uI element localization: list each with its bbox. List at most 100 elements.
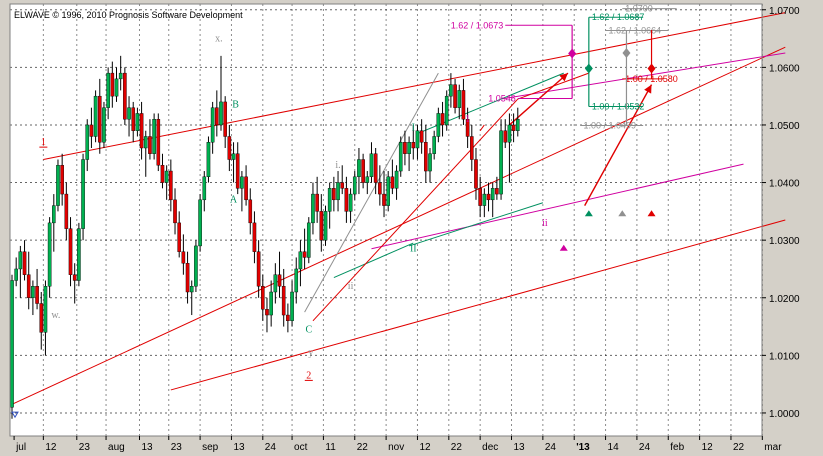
candle-body bbox=[185, 263, 190, 293]
candle-body bbox=[148, 136, 152, 154]
candle-body bbox=[47, 222, 52, 287]
candle-body bbox=[52, 205, 56, 224]
candle-body bbox=[31, 286, 35, 298]
candle-body bbox=[336, 182, 340, 201]
projection-arrow bbox=[508, 72, 569, 126]
x-tick-label: 12 bbox=[419, 442, 431, 453]
triangle-marker bbox=[559, 244, 568, 251]
candle-body bbox=[173, 199, 177, 224]
candle-body bbox=[156, 118, 161, 166]
candle-body bbox=[164, 170, 169, 183]
candle-body bbox=[495, 188, 499, 195]
candle-body bbox=[290, 291, 294, 321]
candle-body bbox=[169, 170, 173, 201]
trendline bbox=[170, 219, 786, 391]
candle-body bbox=[449, 84, 453, 97]
candle-body bbox=[394, 170, 399, 189]
candle-body bbox=[294, 268, 299, 293]
candle-body bbox=[131, 107, 136, 131]
candle-body bbox=[106, 72, 110, 108]
candle-body bbox=[428, 153, 432, 172]
candle-body bbox=[64, 193, 69, 229]
candle-body bbox=[22, 251, 27, 275]
candle-body bbox=[18, 251, 23, 270]
target-diamond bbox=[622, 47, 631, 58]
projection-arrow bbox=[584, 84, 653, 206]
candle-body bbox=[160, 165, 165, 183]
arrow-head bbox=[559, 73, 568, 82]
candle-body bbox=[244, 176, 248, 201]
candle-body bbox=[77, 228, 81, 281]
candle-body bbox=[457, 90, 462, 108]
candle-body bbox=[81, 159, 85, 229]
trendline bbox=[333, 242, 414, 279]
candle-body bbox=[269, 291, 273, 316]
candle-body bbox=[332, 188, 336, 201]
candle-body bbox=[403, 142, 407, 154]
wave-label: i. bbox=[335, 160, 340, 171]
trendline bbox=[479, 124, 485, 132]
y-tick-label: 1.0300 bbox=[769, 236, 800, 247]
wave-label: I bbox=[412, 123, 415, 134]
fib-level-label: 1.62 / 1.0664 bbox=[609, 25, 662, 35]
target-diamond bbox=[568, 48, 577, 59]
trendline bbox=[500, 52, 786, 100]
candle-body bbox=[419, 130, 424, 143]
candle-body bbox=[202, 176, 207, 201]
x-tick-label: 12 bbox=[45, 442, 57, 453]
y-tick-label: 1.0700 bbox=[769, 6, 800, 17]
y-tick-label: 1.0000 bbox=[769, 409, 800, 420]
candle-body bbox=[110, 72, 115, 97]
x-tick-label: aug bbox=[108, 442, 125, 453]
candle-body bbox=[323, 211, 328, 241]
candle-body bbox=[240, 176, 244, 189]
x-tick-label: 24 bbox=[639, 442, 651, 453]
candle-body bbox=[277, 274, 282, 287]
candle-body bbox=[315, 193, 319, 212]
candle-body bbox=[298, 251, 303, 270]
fib-level-label: 1.0700 bbox=[625, 4, 653, 14]
candle-body bbox=[85, 124, 90, 160]
trendline bbox=[43, 12, 786, 161]
wave-label: y bbox=[308, 347, 313, 358]
candle-body bbox=[482, 193, 487, 206]
fib-projections: 1.62 / 1.0673 1.0546 1.62 / 1.0687 1.00 / 1… bbox=[451, 4, 678, 131]
candle-body bbox=[231, 153, 236, 160]
x-tick-label: jul bbox=[15, 442, 26, 453]
candle-body bbox=[127, 107, 131, 120]
candle-body bbox=[139, 113, 144, 149]
candle-body bbox=[486, 193, 491, 201]
x-tick-label: sep bbox=[202, 442, 219, 453]
candle-body bbox=[35, 286, 39, 304]
candle-body bbox=[102, 107, 106, 143]
target-diamond bbox=[647, 63, 656, 74]
fib-level-label: 1.00 / 1.0499 bbox=[583, 121, 636, 131]
wave-label: ii bbox=[542, 218, 548, 229]
candle-body bbox=[465, 118, 470, 137]
candle-body bbox=[503, 130, 508, 143]
candle-body bbox=[181, 251, 186, 264]
candle-body bbox=[123, 72, 127, 120]
candle-body bbox=[461, 90, 466, 120]
candle-body bbox=[261, 286, 265, 310]
candle-body bbox=[365, 176, 370, 183]
candle-body bbox=[382, 193, 386, 206]
x-axis: jul 12 23 aug 13 23 sep 13 24 oct 11 22 nov 12 22 dec 13… bbox=[13, 436, 782, 453]
arrow-head bbox=[644, 84, 652, 94]
x-tick-label: 23 bbox=[171, 442, 183, 453]
y-tick-label: 1.0600 bbox=[769, 63, 800, 74]
candle-body bbox=[440, 113, 445, 126]
candle-body bbox=[89, 124, 94, 137]
candle-body bbox=[194, 245, 198, 287]
x-tick-label: oct bbox=[294, 442, 308, 453]
candle-body bbox=[453, 84, 457, 108]
triangle-marker bbox=[584, 210, 593, 217]
x-tick-label: '13 bbox=[576, 442, 590, 453]
fib-level-label: 1.62 / 1.0687 bbox=[592, 12, 645, 22]
candle-body bbox=[444, 95, 449, 126]
candle-body bbox=[143, 136, 148, 149]
candle-body bbox=[478, 188, 482, 206]
x-tick-label: 24 bbox=[265, 442, 277, 453]
triangle-marker bbox=[618, 210, 627, 217]
